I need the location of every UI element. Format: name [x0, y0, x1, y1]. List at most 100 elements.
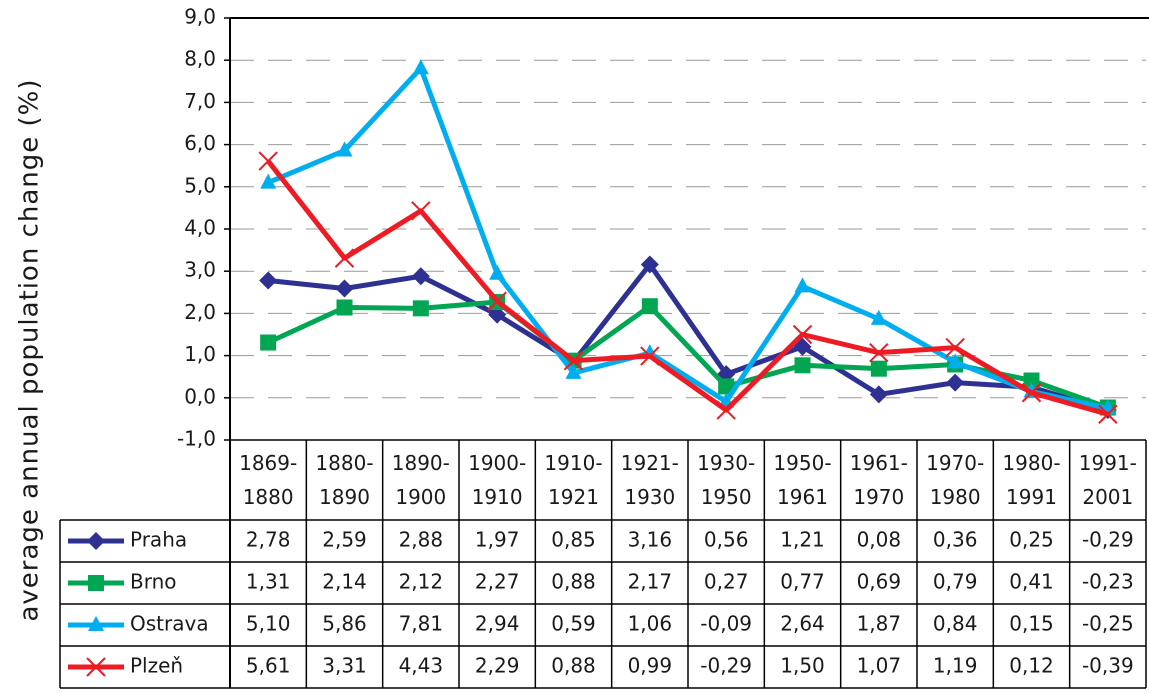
point — [716, 400, 736, 420]
point — [336, 141, 353, 157]
table-value: 4,43 — [399, 654, 444, 678]
table-value: 3,31 — [322, 654, 367, 678]
y-tick-label: 7,0 — [184, 89, 216, 113]
table-value: 0,77 — [780, 570, 825, 594]
table-value: -0,29 — [700, 654, 752, 678]
table-value: -0,25 — [1082, 612, 1134, 636]
y-tick-label: 3,0 — [184, 258, 216, 282]
point — [640, 346, 660, 366]
point — [794, 357, 811, 374]
x-tick-label: 1869-1880 — [239, 451, 298, 509]
point-stroke — [1021, 383, 1042, 403]
point — [870, 309, 887, 325]
table-value: -0,23 — [1082, 570, 1134, 594]
table-value: 0,12 — [1009, 654, 1054, 678]
legend-marker-stroke — [86, 657, 106, 677]
point — [792, 324, 813, 345]
point — [259, 271, 278, 290]
table-value: 5,61 — [246, 654, 291, 678]
point-stroke — [487, 291, 507, 311]
x-tick-label: 1961-1970 — [849, 451, 908, 509]
table-value: 0,41 — [1009, 570, 1054, 594]
series-line — [267, 65, 1109, 411]
y-tick-label: 9,0 — [184, 5, 216, 29]
point — [563, 350, 584, 371]
point-stroke — [640, 346, 660, 366]
point — [489, 264, 506, 280]
point-stroke — [716, 400, 736, 420]
point — [565, 363, 582, 379]
point — [258, 151, 278, 171]
point — [869, 385, 888, 404]
table-value: 0,88 — [551, 654, 596, 678]
y-axis-title: average annual population change (%) — [15, 78, 45, 621]
table-value: 0,79 — [933, 570, 978, 594]
table-value: 0,84 — [933, 612, 978, 636]
table-value: 1,97 — [475, 528, 520, 552]
x-tick-label: 1991-2001 — [1078, 451, 1137, 509]
point-stroke — [945, 337, 965, 358]
x-tick-label: 1950-1961 — [773, 451, 832, 509]
point — [1023, 372, 1040, 389]
point — [411, 267, 430, 286]
table-value: 0,25 — [1009, 528, 1054, 552]
point-stroke — [1098, 404, 1118, 424]
table-value: 1,87 — [857, 612, 902, 636]
point — [488, 305, 507, 324]
table-value: 1,07 — [857, 654, 902, 678]
point-stroke — [563, 350, 584, 371]
point — [640, 255, 659, 274]
point — [641, 298, 658, 315]
table-value: 1,31 — [246, 570, 291, 594]
point — [794, 277, 811, 293]
table-value: 0,08 — [857, 528, 902, 552]
point-stroke — [258, 151, 278, 171]
x-tick-label: 1980-1991 — [1002, 451, 1061, 509]
table-value: 1,19 — [933, 654, 978, 678]
table-value: 1,06 — [628, 612, 673, 636]
legend-label: Praha — [130, 528, 187, 552]
legend-marker — [86, 657, 106, 677]
table-value: -0,09 — [700, 612, 752, 636]
table-value: -0,29 — [1082, 528, 1134, 552]
y-tick-label: 5,0 — [184, 173, 216, 197]
point — [412, 300, 429, 317]
legend-label: Brno — [130, 570, 177, 594]
point — [411, 201, 431, 221]
point — [1098, 404, 1118, 424]
table-value: 2,29 — [475, 654, 520, 678]
legend-label: Ostrava — [130, 612, 209, 636]
table-value: 2,94 — [475, 612, 520, 636]
y-tick-label: -1,0 — [177, 427, 216, 451]
x-tick-label: 1930-1950 — [697, 451, 756, 509]
point-stroke — [792, 324, 813, 345]
point — [870, 360, 887, 377]
point — [946, 373, 965, 392]
x-tick-label: 1880-1890 — [315, 451, 374, 509]
y-tick-label: 2,0 — [184, 300, 216, 324]
point — [412, 59, 429, 75]
point-stroke — [334, 248, 355, 268]
table-value: 0,69 — [857, 570, 902, 594]
table-value: 5,10 — [246, 612, 291, 636]
table-value: 2,12 — [399, 570, 444, 594]
table-value: 2,14 — [322, 570, 367, 594]
y-tick-label: 8,0 — [184, 47, 216, 71]
table-value: 2,59 — [322, 528, 367, 552]
table-value: 0,15 — [1009, 612, 1054, 636]
table-value: 0,88 — [551, 570, 596, 594]
table-value: 2,88 — [399, 528, 444, 552]
series-line — [267, 261, 1109, 413]
table-value: 0,99 — [628, 654, 673, 678]
table-value: 0,36 — [933, 528, 978, 552]
table-value: 3,16 — [628, 528, 673, 552]
point — [336, 299, 353, 316]
point — [260, 334, 277, 351]
x-tick-label: 1910-1921 — [544, 451, 603, 509]
point — [487, 291, 507, 311]
table-value: 0,85 — [551, 528, 596, 552]
x-tick-label: 1900-1910 — [468, 451, 527, 509]
point — [334, 248, 355, 268]
x-tick-label: 1921-1930 — [620, 451, 679, 509]
